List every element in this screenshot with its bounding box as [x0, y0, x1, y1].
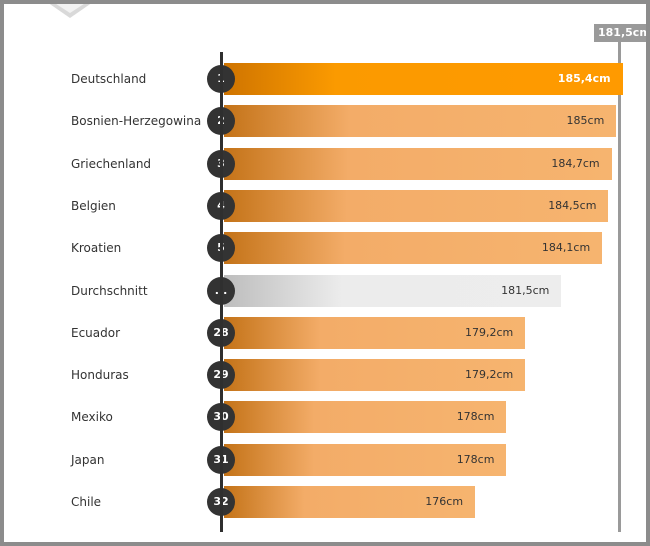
country-label: Mexiko — [71, 410, 113, 425]
country-label: Deutschland — [71, 72, 147, 86]
country-label: Durchschnitt — [71, 283, 148, 298]
country-label: Bosnien-Herzegowina — [71, 114, 202, 129]
average-marker-line — [618, 40, 621, 532]
bar[interactable]: 184,5cm — [224, 189, 609, 222]
bar[interactable]: 178cm — [224, 443, 507, 476]
bar[interactable]: 179,2cm — [224, 359, 526, 392]
country-label: Honduras — [71, 368, 129, 383]
bar-value-label: 184,5cm — [548, 198, 597, 212]
bar[interactable]: 181,5cm — [224, 274, 562, 307]
bar-value-label: 185,4cm — [557, 72, 611, 85]
bar[interactable]: 185cm — [224, 105, 617, 138]
bar-value-label: 179,2cm — [465, 325, 514, 339]
bar-value-label: 178cm — [456, 452, 495, 466]
bar[interactable]: 176cm — [224, 486, 476, 518]
bar[interactable]: 184,1cm — [224, 232, 603, 265]
chart-row: Bosnien-Herzegowina185cm2 — [4, 105, 646, 138]
bar[interactable]: 178cm — [224, 401, 507, 434]
bar-value-label: 179,2cm — [465, 368, 514, 382]
average-marker-label: 181,5cm — [594, 24, 646, 42]
bar-value-label: 178cm — [456, 410, 495, 424]
bar-value-label: 181,5cm — [501, 283, 550, 297]
country-label: Chile — [71, 495, 102, 509]
bar[interactable]: 179,2cm — [224, 316, 526, 349]
collapse-chevron-icon[interactable] — [40, 0, 100, 30]
bar-value-label: 176cm — [425, 495, 464, 508]
chart-row: Chile176cm32 — [4, 486, 646, 518]
country-label: Japan — [71, 452, 105, 467]
bar[interactable]: 184,7cm — [224, 147, 612, 180]
bar-value-label: 184,1cm — [541, 241, 591, 255]
rank-axis-line — [220, 52, 223, 532]
bar[interactable]: 185,4cm — [224, 63, 623, 95]
country-label: Ecuador — [71, 325, 121, 340]
bar-value-label: 185cm — [566, 114, 605, 128]
country-label: Kroatien — [71, 241, 122, 256]
chart-row: Japan178cm31 — [4, 443, 646, 476]
chart-row: Mexiko178cm30 — [4, 401, 646, 434]
bar-value-label: 184,7cm — [551, 156, 600, 170]
country-label: Belgien — [71, 198, 116, 213]
country-label: Griechenland — [71, 156, 152, 171]
